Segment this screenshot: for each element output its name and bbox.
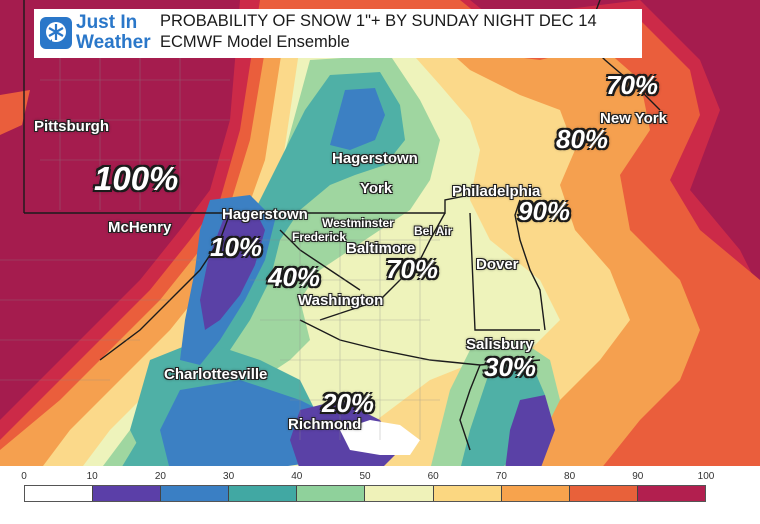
legend-tick-label: 60	[427, 471, 439, 482]
probability-label-salisbury-area: 30%	[484, 352, 537, 382]
map-title: PROBABILITY OF SNOW 1"+ BY SUNDAY NIGHT …	[160, 12, 597, 30]
legend-tick-label: 90	[632, 471, 644, 482]
legend-color-bar	[24, 485, 706, 502]
legend-swatch	[297, 486, 366, 501]
legend-swatch	[637, 486, 705, 501]
probability-label-philadelphia-area: 90%	[518, 196, 571, 226]
city-label-richmond: Richmond	[288, 416, 362, 433]
legend-tick-label: 70	[495, 471, 507, 482]
brand-logo: Just In Weather	[38, 11, 152, 55]
color-legend: 0 10 20 30 40 50 60 70 80 90 100	[0, 466, 760, 524]
legend-tick-label: 50	[359, 471, 371, 482]
legend-swatch	[433, 486, 502, 501]
snowflake-logo-icon	[40, 17, 72, 49]
logo-line-1: Just In	[76, 12, 138, 33]
legend-swatch	[569, 486, 638, 501]
probability-label-north-ny: 70%	[606, 70, 659, 100]
city-label-philadelphia: Philadelphia	[452, 183, 541, 200]
city-label-hagerstown-north: Hagerstown	[332, 150, 418, 167]
zone-70-west	[0, 90, 30, 135]
legend-swatch	[501, 486, 570, 501]
legend-tick-label: 0	[21, 471, 27, 482]
legend-tick-label: 30	[223, 471, 235, 482]
legend-tick-label: 10	[86, 471, 98, 482]
city-label-new-york: New York	[600, 110, 667, 127]
city-label-charlottesville: Charlottesville	[164, 366, 268, 383]
city-label-hagerstown: Hagerstown	[222, 206, 308, 223]
probability-label-new-york-area: 80%	[556, 124, 609, 154]
city-label-frederick: Frederick	[292, 230, 347, 244]
city-label-dover: Dover	[476, 256, 519, 273]
legend-swatch	[229, 486, 298, 501]
probability-label-baltimore-area: 70%	[386, 254, 439, 284]
city-label-salisbury: Salisbury	[466, 336, 534, 353]
city-label-bel-air: Bel Air	[414, 224, 453, 238]
title-panel	[34, 9, 642, 58]
probability-label-richmond-area: 20%	[322, 388, 375, 418]
city-label-baltimore: Baltimore	[346, 240, 416, 257]
state-borders	[23, 0, 661, 451]
probability-label-hagerstown-west: 10%	[210, 232, 263, 262]
legend-tick-label: 20	[154, 471, 166, 482]
zone-10	[200, 210, 265, 330]
probability-label-frederick-area: 40%	[268, 262, 321, 292]
legend-tick-label: 100	[697, 471, 715, 482]
city-label-westminster: Westminster	[322, 216, 394, 230]
probability-label-pittsburgh-area: 100%	[94, 160, 179, 197]
logo-wordmark: Just In Weather	[76, 13, 152, 53]
legend-tick-label: 40	[291, 471, 303, 482]
legend-swatch	[365, 486, 434, 501]
logo-line-2: Weather	[76, 32, 151, 53]
legend-tick-label: 80	[564, 471, 576, 482]
city-label-mchenry: McHenry	[108, 219, 172, 236]
legend-swatch	[93, 486, 162, 501]
legend-tick-row: 0 10 20 30 40 50 60 70 80 90 100	[21, 471, 714, 483]
city-label-york: York	[360, 180, 393, 197]
zone-10-se	[505, 395, 555, 470]
city-label-pittsburgh: Pittsburgh	[34, 118, 109, 135]
legend-swatch	[25, 486, 94, 501]
map-subtitle: ECMWF Model Ensemble	[160, 33, 350, 51]
city-label-washington: Washington	[298, 292, 384, 309]
zone-20	[330, 88, 385, 150]
legend-swatch	[161, 486, 230, 501]
